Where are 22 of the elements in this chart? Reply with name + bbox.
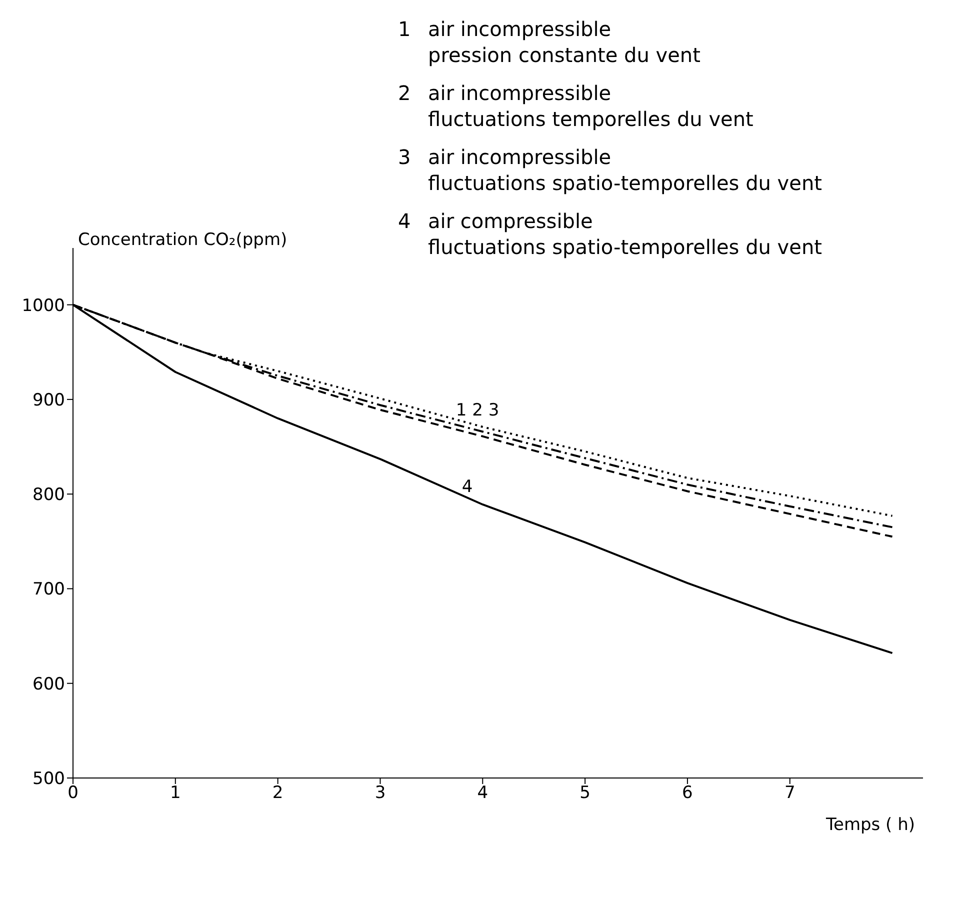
annotation: 4 air compressible fluctuations spatio-temporelles du vent [398, 208, 822, 260]
y-tick-label: 900 [32, 390, 65, 410]
x-tick-label: 1 [170, 783, 181, 804]
y-tick-label: 600 [32, 674, 65, 694]
y-tick-label: 1000 [22, 296, 65, 316]
x-tick-label: 0 [68, 783, 78, 804]
x-tick-label: 2 [272, 783, 284, 804]
text: 3 air incompressible fluctuations spatio-temporelles du vent [398, 144, 822, 196]
y-tick-label: 500 [32, 769, 65, 790]
x-axis-title: Temps ( h) [824, 815, 915, 835]
x-tick-label: 4 [477, 783, 488, 804]
y-tick-label: 700 [32, 580, 65, 600]
text: 2 air incompressible fluctuations temporelles du vent [398, 80, 754, 132]
y-tick-label: 800 [32, 485, 65, 506]
annotation: 4 [462, 476, 473, 497]
y-axis-title: Concentration CO₂(ppm) [78, 230, 288, 250]
x-tick-label: 5 [580, 783, 590, 804]
x-tick-label: 6 [682, 783, 693, 804]
annotation: 1 2 3 [456, 400, 500, 420]
x-tick-label: 3 [374, 783, 386, 804]
x-tick-label: 7 [784, 783, 796, 804]
text: 1 air incompressible pression constante du vent [398, 16, 700, 68]
